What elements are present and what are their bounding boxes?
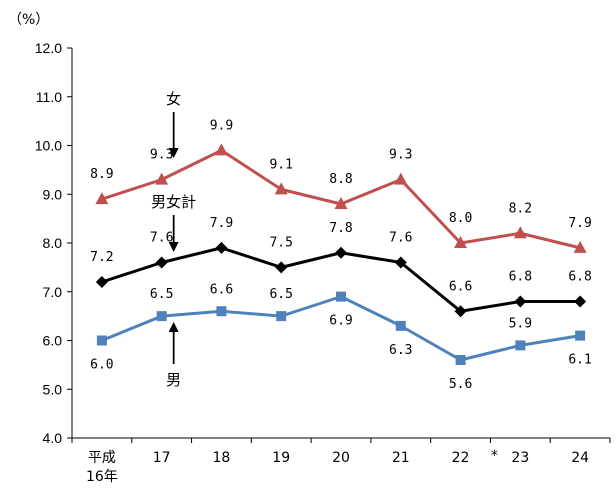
data-point xyxy=(514,295,527,308)
x-tick-labels: 平成 16年 17 18 19 20 21 22 23 24 * xyxy=(71,438,611,485)
data-label: 9.1 xyxy=(269,157,292,172)
data-point xyxy=(95,192,109,205)
data-point xyxy=(215,241,228,254)
data-label: 7.2 xyxy=(90,250,113,265)
y-tick-label: 9.0 xyxy=(43,186,63,202)
series-2 xyxy=(95,241,587,318)
data-point xyxy=(216,306,227,317)
data-point xyxy=(336,291,346,302)
data-label: 8.2 xyxy=(509,201,532,216)
x-tick-label: 21 xyxy=(392,450,410,466)
series-1 xyxy=(95,143,587,253)
x-tick-label: 20 xyxy=(332,450,350,466)
data-point xyxy=(275,261,288,274)
data-label: 9.9 xyxy=(210,118,233,133)
data-point xyxy=(276,311,287,322)
data-point xyxy=(574,295,587,308)
data-point xyxy=(573,240,587,253)
data-label: 6.9 xyxy=(329,314,352,329)
data-point xyxy=(335,246,347,259)
data-point xyxy=(395,320,406,331)
data-point xyxy=(155,172,169,185)
data-label: 7.9 xyxy=(568,216,591,231)
y-tick-label: 12.0 xyxy=(35,40,62,56)
data-label: 8.8 xyxy=(329,172,352,187)
y-tick-label: 11.0 xyxy=(36,89,62,105)
y-tick-label: 7.0 xyxy=(43,284,63,300)
data-label: 7.8 xyxy=(329,221,352,236)
data-point xyxy=(455,355,466,365)
data-label: 8.0 xyxy=(449,211,472,226)
series-group xyxy=(95,143,587,365)
data-label: 5.9 xyxy=(509,316,532,331)
data-point xyxy=(214,143,228,156)
y-tick-label: 6.0 xyxy=(43,333,63,349)
data-label: 7.5 xyxy=(269,235,292,250)
y-tick-label: 10.0 xyxy=(35,138,62,154)
data-point xyxy=(454,236,468,248)
data-labels: 8.9 9.3 9.9 9.1 8.8 9.3 8.0 8.2 7.9 7.2 7.6 7.9 7.5 7… xyxy=(90,118,592,392)
annotation-2: 男女計 xyxy=(151,193,196,252)
data-label: 8.9 xyxy=(90,167,113,182)
x-tick-label: 17 xyxy=(153,450,171,466)
data-label: 5.6 xyxy=(449,377,472,392)
data-point xyxy=(575,330,586,341)
annotation-label: 女 xyxy=(166,90,181,108)
annotation-label: 男女計 xyxy=(151,193,196,211)
data-label: 6.0 xyxy=(90,358,113,373)
arrow-up-icon xyxy=(168,322,179,332)
y-tick-label: 5.0 xyxy=(43,381,63,397)
x-tick-label: 18 xyxy=(213,450,231,466)
data-label: 6.6 xyxy=(210,282,233,297)
data-label: 7.9 xyxy=(210,216,233,231)
data-point xyxy=(95,276,108,288)
annotation-3: 男 xyxy=(166,322,181,389)
data-label: 6.8 xyxy=(509,270,532,285)
data-point xyxy=(454,305,467,318)
data-label: 6.5 xyxy=(150,287,173,302)
data-label: 9.3 xyxy=(150,148,173,163)
y-tick-label: 8.0 xyxy=(43,235,63,251)
data-label: 7.6 xyxy=(150,231,173,246)
data-point xyxy=(394,172,408,185)
annotation-label: 男 xyxy=(166,371,181,389)
x-tick-label: 24 xyxy=(571,450,589,466)
data-point xyxy=(513,226,527,239)
data-point xyxy=(156,311,167,322)
data-label: 6.3 xyxy=(389,343,412,358)
arrow-down-icon xyxy=(168,148,179,158)
data-point xyxy=(96,335,107,346)
x-tick-asterisk: * xyxy=(491,448,498,464)
y-unit-label: （%） xyxy=(8,12,49,28)
x-tick-label: 平成 16年 xyxy=(86,450,118,485)
x-tick-label: 19 xyxy=(272,450,290,466)
data-label: 6.6 xyxy=(449,279,472,294)
data-label: 6.1 xyxy=(568,353,591,368)
data-point xyxy=(515,340,526,351)
annotation-1: 女 xyxy=(166,90,181,158)
data-label: 7.6 xyxy=(389,231,412,246)
y-tick-label: 4.0 xyxy=(43,430,63,446)
data-label: 9.3 xyxy=(389,148,412,163)
x-tick-label: 22 xyxy=(452,450,470,466)
data-point xyxy=(334,197,348,209)
data-point xyxy=(394,256,407,269)
x-tick-label: 23 xyxy=(511,450,529,466)
series-3 xyxy=(96,291,586,365)
data-label: 6.5 xyxy=(269,287,292,302)
arrow-down-icon xyxy=(168,242,179,252)
data-label: 6.8 xyxy=(568,270,591,285)
data-point xyxy=(274,182,288,195)
y-tick-labels: 4.0 5.0 6.0 7.0 8.0 9.0 10.0 11.0 12.0 xyxy=(35,40,72,446)
data-point xyxy=(155,256,168,269)
